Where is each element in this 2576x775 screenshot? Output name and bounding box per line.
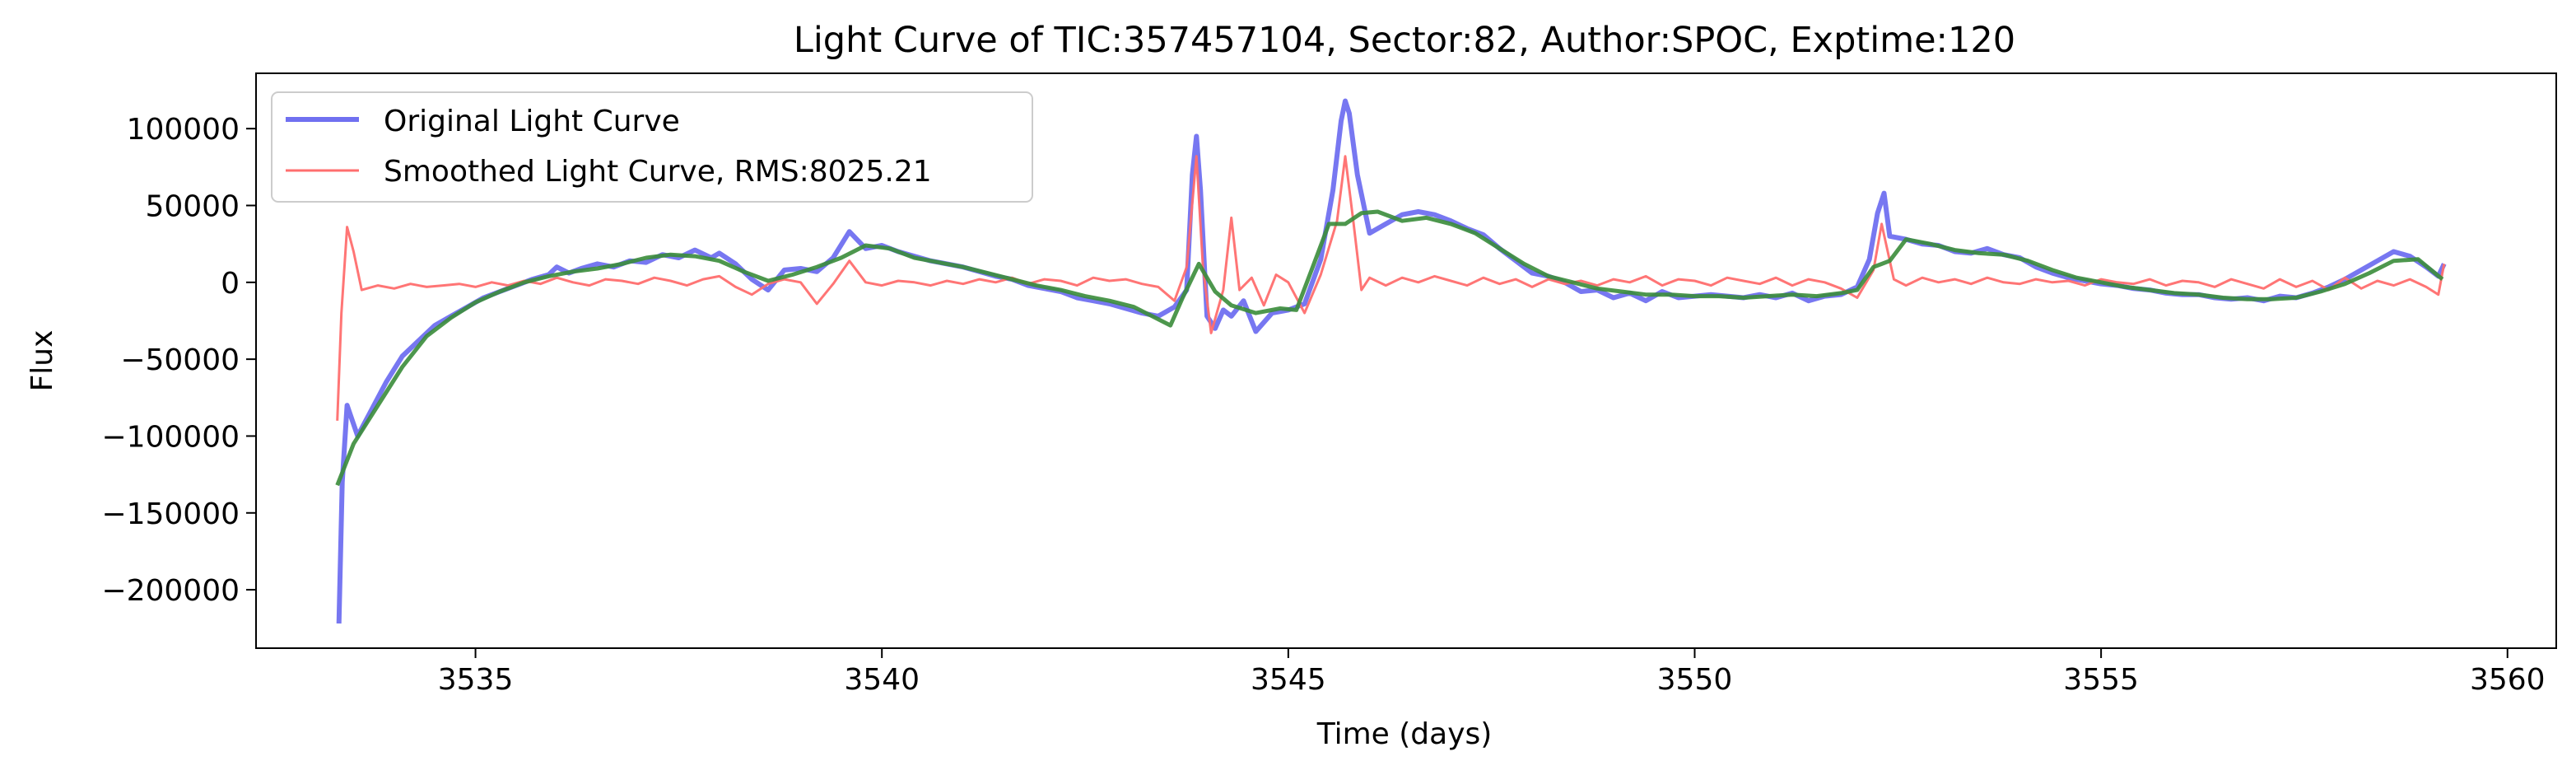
y-tick-label: −100000 [101, 420, 240, 454]
series-trend-line [335, 209, 2444, 487]
y-tick-label: −50000 [120, 343, 240, 377]
x-axis: 3535 3540 3545 3550 3555 3560 [438, 648, 2546, 697]
y-tick-label: 100000 [127, 113, 240, 147]
y-axis: −200000 −150000 −100000 −50000 0 50000 100000 [101, 113, 256, 608]
legend-box [271, 91, 1033, 203]
y-tick-label: −150000 [101, 497, 240, 531]
y-tick-label: 0 [221, 267, 240, 301]
legend-label-smoothed: Smoothed Light Curve, RMS:8025.21 [384, 155, 932, 189]
x-tick-label: 3535 [438, 663, 514, 697]
x-tick-label: 3555 [2063, 663, 2139, 697]
chart-title: Light Curve of TIC:357457104, Sector:82,… [794, 20, 2015, 61]
plot-frame [255, 72, 2557, 649]
x-axis-label: Time (days) [1316, 717, 1493, 751]
x-tick-label: 3545 [1251, 663, 1326, 697]
y-axis-label: Flux [26, 330, 59, 392]
x-tick-label: 3540 [844, 663, 920, 697]
x-tick-label: 3550 [1657, 663, 1733, 697]
x-tick-label: 3560 [2470, 663, 2546, 697]
y-tick-label: 50000 [145, 190, 240, 224]
legend: Original Light Curve Smoothed Light Curv… [271, 91, 1033, 203]
series-original-light-curve [336, 98, 2447, 624]
series-layer [335, 98, 2447, 624]
legend-label-original: Original Light Curve [384, 105, 680, 138]
y-tick-label: −200000 [101, 574, 240, 608]
